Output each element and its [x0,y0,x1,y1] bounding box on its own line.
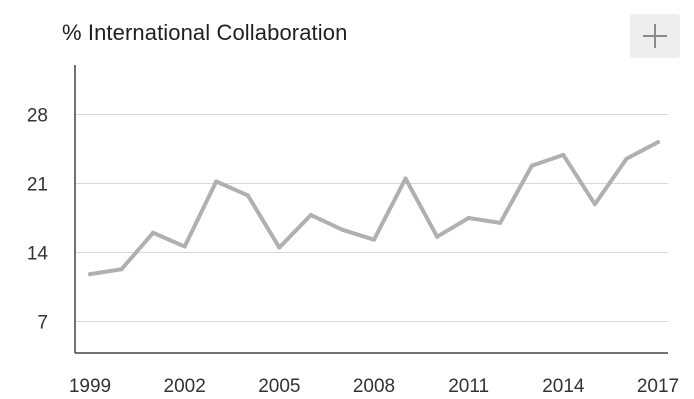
data-point-2000 [119,267,124,272]
data-point-2016 [624,156,629,161]
data-point-2010 [435,234,440,239]
data-point-2001 [151,230,156,235]
gridlines [75,113,668,322]
data-point-2002 [182,244,187,249]
x-axis-ticks: 1999 2002 2005 2008 2011 2014 2017 [69,376,679,397]
data-point-2009 [403,176,408,181]
x-tick-label-2011: 2011 [448,376,489,397]
data-point-2013 [529,163,534,168]
data-point-2015 [592,202,597,207]
x-tick-label-2014: 2014 [542,376,585,397]
x-tick-label-2005: 2005 [258,376,300,397]
data-point-2004 [245,193,250,198]
x-tick-label-2002: 2002 [164,376,206,397]
y-tick-label-14: 14 [27,243,49,264]
data-point-2006 [308,213,313,218]
data-point-2005 [277,245,282,250]
y-tick-label-7: 7 [37,312,48,333]
series [88,140,660,277]
expand-button[interactable] [630,14,680,58]
series-line-0 [88,140,660,277]
data-point-2017 [656,140,660,145]
x-tick-label-2008: 2008 [353,376,395,397]
y-tick-label-28: 28 [27,105,48,126]
x-tick-label-2017: 2017 [637,376,679,397]
data-point-2008 [372,237,376,242]
y-tick-label-21: 21 [27,174,48,195]
plus-icon [643,24,667,48]
data-point-2014 [561,152,566,157]
data-point-2011 [466,215,471,220]
data-point-2012 [498,220,503,225]
chart-title: % International Collaboration [62,20,348,45]
x-tick-label-1999: 1999 [69,376,111,397]
axes [74,65,668,354]
data-point-1999 [88,272,92,277]
data-point-2007 [340,227,345,232]
y-axis-ticks: 7 14 21 28 [27,105,49,333]
data-point-2003 [214,179,219,184]
